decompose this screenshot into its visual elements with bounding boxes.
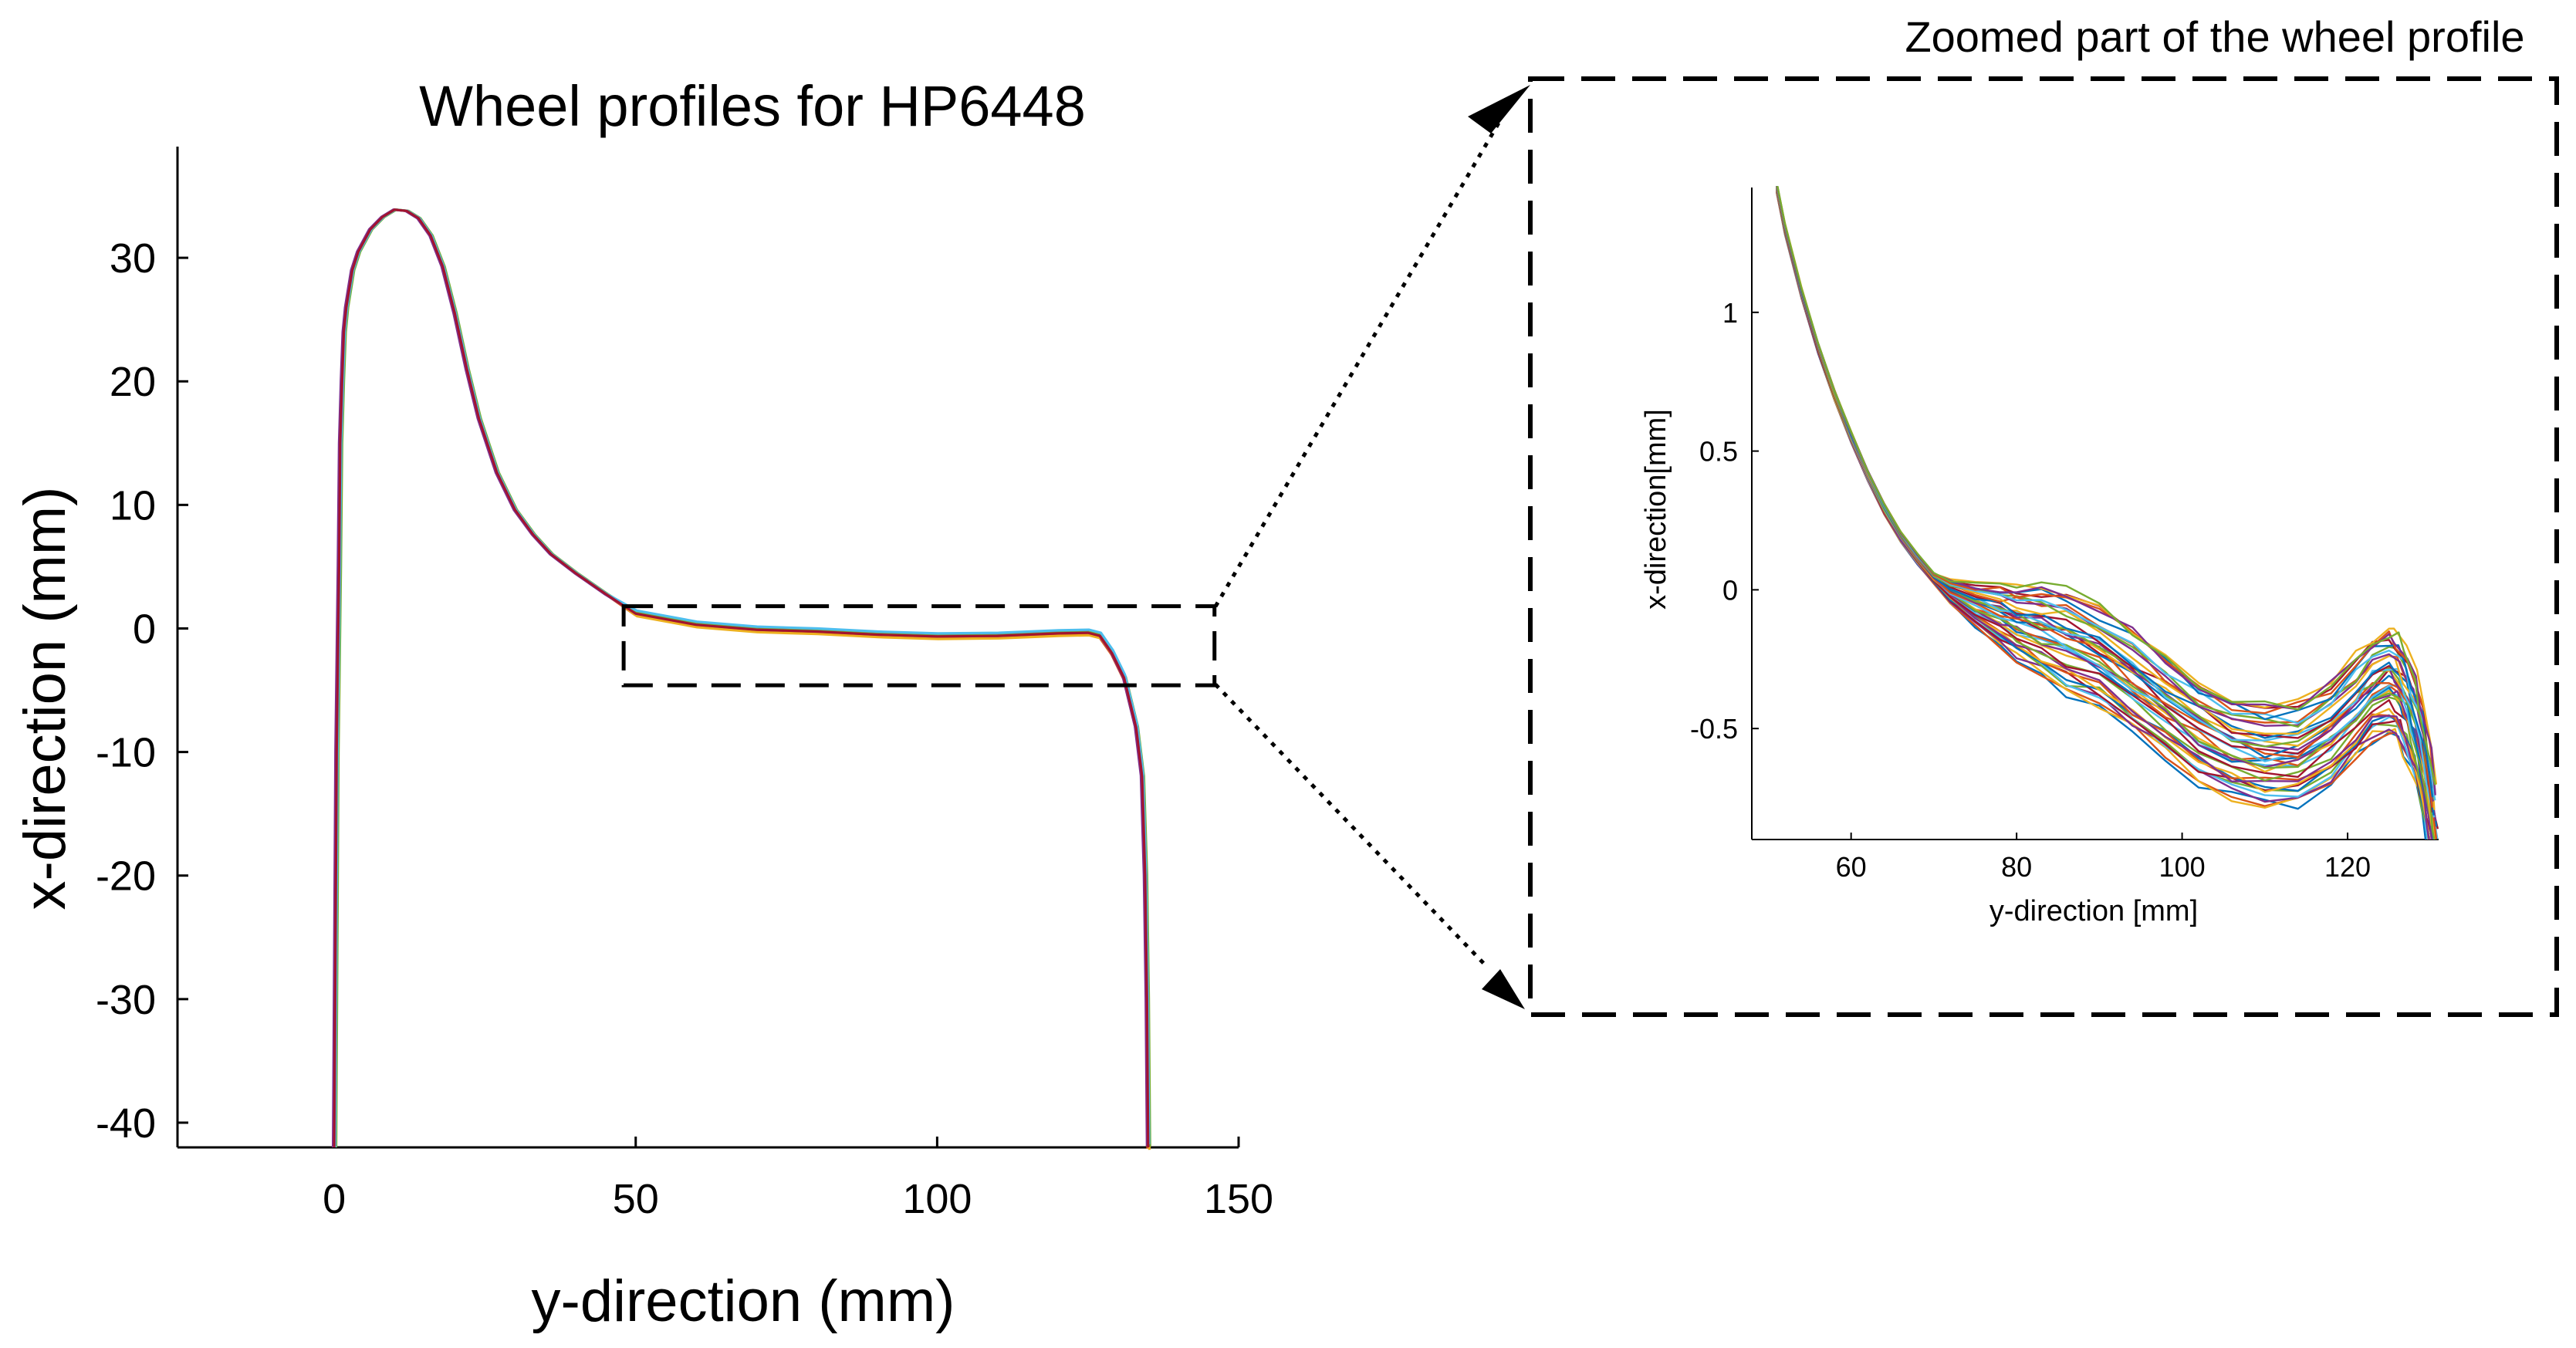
main-series-line xyxy=(333,208,1151,1148)
main-chart-x-axis-label: y-direction (mm) xyxy=(532,1269,955,1334)
inset-series-line xyxy=(1776,191,2430,840)
main-series-line xyxy=(334,208,1151,1148)
main-x-tick-label: 50 xyxy=(613,1176,659,1222)
inset-y-tick-label: -0.5 xyxy=(1690,713,1738,745)
inset-series-line xyxy=(1776,188,2434,840)
lower-arrow-head-icon xyxy=(1482,969,1525,1009)
main-y-tick-label: 0 xyxy=(133,606,156,652)
inset-chart: Zoomed part of the wheel profile 60 80 100… xyxy=(1528,12,2559,1017)
main-y-tick-label: -10 xyxy=(96,730,156,776)
inset-y-tick-label: 0.5 xyxy=(1699,436,1738,468)
inset-chart-axes xyxy=(1751,188,2439,840)
inset-y-tick-label: 0 xyxy=(1722,574,1738,606)
main-series-line xyxy=(333,208,1150,1148)
main-y-tick-label: 10 xyxy=(110,482,156,529)
inset-series-line xyxy=(1776,190,2430,840)
inset-region-box xyxy=(621,604,1217,688)
inset-series-line xyxy=(1776,187,2436,840)
inset-series-line xyxy=(1776,188,2436,840)
inset-series-line xyxy=(1776,186,2438,827)
inset-series-line xyxy=(1776,191,2429,840)
inset-series-line xyxy=(1776,191,2429,840)
main-y-tick-label: -40 xyxy=(96,1100,156,1147)
inset-y-tick-label: 1 xyxy=(1722,297,1738,329)
inset-series-line xyxy=(1776,186,2433,826)
inset-series-line xyxy=(1776,186,2437,822)
main-x-tick-label: 150 xyxy=(1204,1176,1273,1222)
main-chart: Wheel profiles for HP6448 0 50 100 15030201… xyxy=(12,74,1273,1334)
main-x-tick-label: 0 xyxy=(323,1176,346,1222)
main-y-tick-label: -20 xyxy=(96,853,156,900)
inset-x-tick-label: 120 xyxy=(2324,851,2371,883)
inset-x-tick-label: 80 xyxy=(2001,851,2032,883)
inset-chart-x-axis-label: y-direction [mm] xyxy=(1989,895,2198,927)
inset-x-tick-label: 100 xyxy=(2159,851,2206,883)
main-y-tick-label: 30 xyxy=(110,235,156,282)
inset-series-line xyxy=(1776,190,2430,840)
inset-chart-y-axis-label: x-direction[mm] xyxy=(1640,409,1672,610)
inset-x-tick-label: 60 xyxy=(1836,851,1867,883)
main-y-tick-label: 20 xyxy=(110,359,156,405)
lower-connector-line xyxy=(1214,683,1486,966)
upper-arrow-head-icon xyxy=(1468,85,1530,133)
inset-series-line xyxy=(1776,189,2435,840)
main-series-line xyxy=(333,208,1151,1148)
zoom-connector-arrows xyxy=(1213,85,1530,1009)
main-x-tick-label: 100 xyxy=(902,1176,972,1222)
main-chart-y-axis-label: x-direction (mm) xyxy=(12,487,78,910)
inset-series-clip-group xyxy=(1776,186,2439,840)
inset-chart-ticks: 60 80 100 120 1 0.5 0 -0.5 xyxy=(1690,297,2371,883)
main-series-line xyxy=(334,208,1151,1150)
inset-frame-dashed xyxy=(1528,76,2559,1017)
main-chart-series-group xyxy=(332,208,1151,1150)
inset-series-line xyxy=(1776,192,2431,840)
inset-series-line xyxy=(1776,186,2436,785)
inset-series-line xyxy=(1776,188,2436,840)
inset-chart-title: Zoomed part of the wheel profile xyxy=(1905,12,2524,61)
main-chart-axes xyxy=(176,147,1239,1149)
upper-connector-line xyxy=(1213,119,1503,608)
main-y-tick-label: -30 xyxy=(96,977,156,1023)
main-series-line xyxy=(332,208,1149,1149)
inset-series-line xyxy=(1776,190,2431,840)
main-chart-title: Wheel profiles for HP6448 xyxy=(419,74,1086,138)
main-series-line xyxy=(332,208,1148,1148)
inset-chart-series-group xyxy=(1776,186,2439,840)
